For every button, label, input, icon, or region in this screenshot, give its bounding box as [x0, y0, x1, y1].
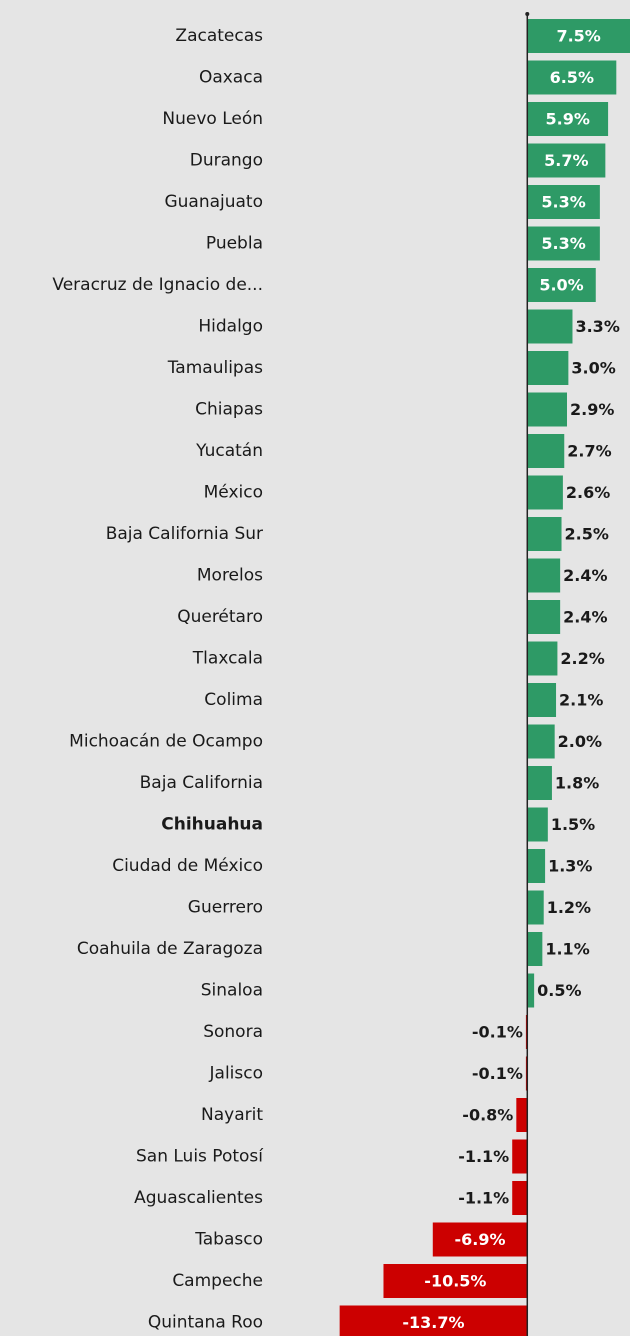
value-label: 2.5%	[565, 525, 609, 544]
value-label: 5.3%	[541, 193, 585, 212]
value-label: 2.1%	[559, 691, 603, 710]
category-label: Puebla	[206, 234, 263, 254]
category-label: Sonora	[203, 1022, 263, 1042]
category-label: Colima	[204, 690, 263, 710]
bar	[527, 517, 562, 551]
category-label: Jalisco	[209, 1064, 263, 1084]
category-label: Guerrero	[188, 898, 263, 918]
bar	[527, 766, 552, 800]
value-label: -1.1%	[458, 1189, 509, 1208]
value-label: 1.8%	[555, 774, 599, 793]
bar	[527, 60, 617, 95]
zero-line-cap	[525, 12, 530, 16]
bar	[512, 1181, 528, 1215]
bar	[432, 1222, 528, 1257]
value-label: 1.2%	[547, 898, 591, 917]
value-label: 1.1%	[545, 940, 589, 959]
category-label: Durango	[190, 151, 263, 171]
bar	[527, 102, 609, 136]
category-label: Chiapas	[195, 400, 263, 420]
bar	[527, 351, 569, 385]
value-label: 3.0%	[571, 359, 615, 378]
value-label: 1.3%	[548, 857, 592, 876]
bar	[527, 185, 600, 219]
value-label: 0.5%	[537, 981, 581, 1000]
bar	[383, 1264, 528, 1298]
category-label: Zacatecas	[175, 26, 263, 46]
value-label: 2.9%	[570, 400, 614, 419]
value-label: 2.4%	[563, 608, 607, 627]
bar	[527, 890, 544, 925]
value-label: -0.1%	[472, 1064, 523, 1083]
value-label: 5.3%	[541, 234, 585, 253]
value-label: 5.9%	[545, 110, 589, 129]
bar	[527, 807, 548, 842]
category-label: Nuevo León	[162, 109, 263, 129]
bar	[527, 558, 561, 593]
category-label: Baja California Sur	[106, 524, 263, 544]
category-label: México	[204, 483, 263, 503]
category-label: Morelos	[197, 566, 263, 586]
category-label: Sinaloa	[201, 981, 263, 1001]
category-label: Oaxaca	[199, 68, 263, 88]
category-label: Michoacán de Ocampo	[69, 732, 263, 752]
value-label: -1.1%	[458, 1147, 509, 1166]
value-label: -0.1%	[472, 1023, 523, 1042]
bar	[516, 1098, 528, 1132]
bar	[512, 1139, 528, 1174]
category-label: Chihuahua	[161, 815, 263, 835]
value-label: 7.5%	[556, 27, 600, 46]
bar	[527, 268, 596, 302]
bar	[527, 849, 546, 883]
bar	[527, 724, 555, 759]
value-label: 5.7%	[544, 151, 588, 170]
category-label: Nayarit	[201, 1105, 263, 1125]
category-label: Ciudad de México	[112, 856, 263, 876]
category-label: Guanajuato	[164, 192, 263, 212]
value-label: -10.5%	[424, 1272, 486, 1291]
category-label: Coahuila de Zaragoza	[77, 939, 263, 959]
category-label: Tlaxcala	[192, 649, 263, 669]
value-label: 2.7%	[567, 442, 611, 461]
category-label: Hidalgo	[198, 317, 263, 337]
bar	[527, 683, 557, 717]
category-label: Campeche	[172, 1271, 263, 1291]
bar	[527, 226, 600, 261]
value-label: 5.0%	[539, 276, 583, 295]
category-label: Querétaro	[177, 607, 263, 627]
bar	[527, 143, 606, 178]
value-label: 3.3%	[575, 317, 619, 336]
category-label: San Luis Potosí	[136, 1147, 264, 1167]
bar	[527, 600, 561, 634]
value-label: 2.4%	[563, 566, 607, 585]
bar	[527, 434, 565, 468]
category-label: Tamaulipas	[167, 358, 263, 378]
bar	[527, 973, 535, 1008]
bar	[527, 475, 563, 510]
value-label: 6.5%	[550, 68, 594, 87]
category-label: Aguascalientes	[134, 1188, 263, 1208]
category-label: Veracruz de Ignacio de...	[52, 275, 263, 295]
value-label: -0.8%	[462, 1106, 513, 1125]
category-label: Baja California	[140, 773, 263, 793]
value-label: 2.6%	[566, 483, 610, 502]
bar	[527, 932, 543, 966]
value-label: 2.2%	[560, 649, 604, 668]
bar	[527, 19, 630, 53]
category-label: Yucatán	[195, 441, 263, 461]
bar	[527, 641, 558, 676]
value-label: -6.9%	[455, 1230, 506, 1249]
category-label: Tabasco	[194, 1230, 263, 1250]
bar	[339, 1305, 528, 1336]
bar	[527, 309, 573, 344]
category-label: Quintana Roo	[148, 1313, 263, 1333]
value-label: 2.0%	[558, 732, 602, 751]
value-label: -13.7%	[402, 1313, 464, 1332]
bar	[527, 392, 567, 427]
value-label: 1.5%	[551, 815, 595, 834]
